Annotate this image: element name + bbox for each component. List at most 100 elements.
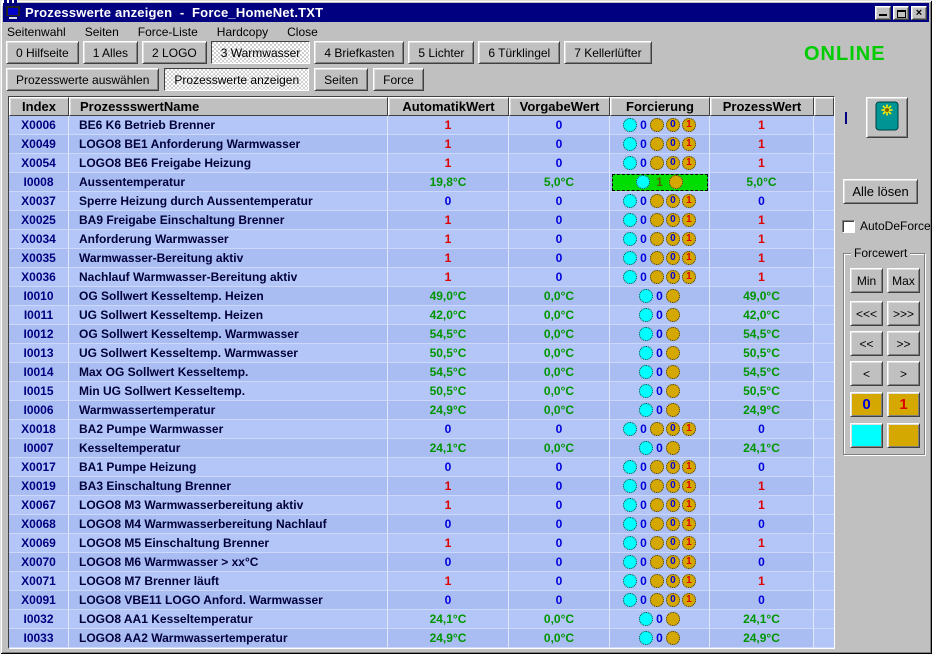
view-prozesswerte-anzeigen[interactable]: Prozesswerte anzeigen (164, 68, 310, 91)
force-release-icon[interactable] (623, 460, 638, 474)
force-hold-icon[interactable] (649, 251, 664, 265)
minimize-button[interactable] (875, 5, 891, 20)
force-release-icon[interactable] (636, 175, 651, 189)
table-row[interactable]: I0014 Max OG Sollwert Kesseltemp. 54,5°C 0,… (9, 363, 834, 382)
force-zero-icon[interactable]: 0 (665, 213, 680, 227)
force-hold-icon[interactable] (649, 422, 664, 436)
menu-item-close[interactable]: Close (287, 25, 318, 39)
force-release-icon[interactable] (623, 536, 638, 550)
table-row[interactable]: I0033 LOGO8 AA2 Warmwassertemperatur 24,9°… (9, 629, 834, 648)
forcewert-back-button[interactable]: < (850, 361, 883, 386)
force-zero-icon[interactable]: 0 (665, 156, 680, 170)
force-one-icon[interactable]: 1 (681, 517, 696, 531)
force-release-icon[interactable] (639, 384, 654, 398)
column-header-vorgabewert[interactable]: VorgabeWert (509, 97, 610, 116)
forcewert-fwdfwdfwd-button[interactable]: >>> (887, 301, 920, 326)
force-zero-icon[interactable]: 0 (665, 232, 680, 246)
force-hold-icon[interactable] (649, 213, 664, 227)
table-row[interactable]: X0034 Anforderung Warmwasser 1 0 0 0 1 1 (9, 230, 834, 249)
view-seiten[interactable]: Seiten (314, 68, 369, 91)
force-zero-icon[interactable]: 0 (665, 536, 680, 550)
force-one-icon[interactable]: 1 (681, 536, 696, 550)
table-row[interactable]: X0071 LOGO8 M7 Brenner läuft 1 0 0 0 1 1 (9, 572, 834, 591)
force-hold-icon[interactable] (665, 631, 680, 645)
table-row[interactable]: X0035 Warmwasser-Bereitung aktiv 1 0 0 0 1 1 (9, 249, 834, 268)
forcewert-fwd-button[interactable]: > (887, 361, 920, 386)
tab-7-kellerl-fter[interactable]: 7 Kellerlüfter (564, 41, 652, 64)
force-release-icon[interactable] (623, 156, 638, 170)
menu-item-seitenwahl[interactable]: Seitenwahl (7, 25, 66, 39)
force-hold-icon[interactable] (665, 612, 680, 626)
force-release-icon[interactable] (623, 137, 638, 151)
forced-indicator[interactable]: 1 (611, 173, 708, 191)
force-zero-icon[interactable]: 0 (665, 194, 680, 208)
force-one-button[interactable]: 1 (887, 392, 920, 417)
force-hold-icon[interactable] (649, 536, 664, 550)
force-hold-icon[interactable] (665, 365, 680, 379)
force-release-icon[interactable] (639, 289, 654, 303)
table-row[interactable]: X0019 BA3 Einschaltung Brenner 1 0 0 0 1 1 (9, 477, 834, 496)
force-hold-icon[interactable] (665, 308, 680, 322)
forcewert-backbackback-button[interactable]: <<< (850, 301, 883, 326)
forcewert-max-button[interactable]: Max (887, 268, 920, 293)
force-release-icon[interactable] (639, 631, 654, 645)
force-zero-icon[interactable]: 0 (665, 251, 680, 265)
force-one-icon[interactable]: 1 (681, 574, 696, 588)
force-release-icon[interactable] (623, 517, 638, 531)
force-hold-icon[interactable] (649, 517, 664, 531)
force-zero-icon[interactable]: 0 (665, 118, 680, 132)
force-zero-icon[interactable]: 0 (665, 574, 680, 588)
force-hold-icon[interactable] (649, 232, 664, 246)
force-one-icon[interactable]: 1 (681, 555, 696, 569)
table-row[interactable]: X0006 BE6 K6 Betrieb Brenner 1 0 0 0 1 1 (9, 116, 834, 135)
force-hold-icon[interactable] (665, 327, 680, 341)
force-hold-icon[interactable] (649, 498, 664, 512)
view-force[interactable]: Force (373, 68, 424, 91)
force-one-icon[interactable]: 1 (681, 232, 696, 246)
force-hold-icon[interactable] (649, 137, 664, 151)
force-release-icon[interactable] (639, 403, 654, 417)
force-one-icon[interactable]: 1 (681, 593, 696, 607)
autodeforce-checkbox[interactable] (842, 219, 855, 233)
force-release-icon[interactable] (639, 441, 654, 455)
table-row[interactable]: X0069 LOGO8 M5 Einschaltung Brenner 1 0 0 0 1 1 (9, 534, 834, 553)
force-zero-icon[interactable]: 0 (665, 460, 680, 474)
force-release-icon[interactable] (623, 422, 638, 436)
force-hold-icon[interactable] (649, 555, 664, 569)
force-release-icon[interactable] (623, 498, 638, 512)
force-zero-icon[interactable]: 0 (665, 593, 680, 607)
tab-6-t-rklingel[interactable]: 6 Türklingel (478, 41, 561, 64)
tab-5-lichter[interactable]: 5 Lichter (408, 41, 475, 64)
force-hold-icon[interactable] (665, 384, 680, 398)
table-row[interactable]: X0070 LOGO8 M6 Warmwasser > xx°C 0 0 0 0 1 0 (9, 553, 834, 572)
force-hold-icon[interactable] (649, 479, 664, 493)
force-one-icon[interactable]: 1 (681, 422, 696, 436)
force-one-icon[interactable]: 1 (681, 460, 696, 474)
force-hold-icon[interactable] (665, 403, 680, 417)
release-all-button[interactable]: Alle lösen (843, 179, 918, 204)
force-hold-icon[interactable] (668, 175, 683, 189)
force-zero-icon[interactable]: 0 (665, 422, 680, 436)
force-one-icon[interactable]: 1 (681, 479, 696, 493)
forcewert-fwdfwd-button[interactable]: >> (887, 331, 920, 356)
tab-4-briefkasten[interactable]: 4 Briefkasten (314, 41, 405, 64)
force-release-icon[interactable] (623, 194, 638, 208)
force-hold-icon[interactable] (649, 593, 664, 607)
force-one-icon[interactable]: 1 (681, 270, 696, 284)
table-row[interactable]: X0091 LOGO8 VBE11 LOGO Anford. Warmwasser… (9, 591, 834, 610)
force-hold-icon[interactable] (649, 270, 664, 284)
force-release-icon[interactable] (623, 118, 638, 132)
close-button[interactable]: × (911, 5, 927, 20)
force-release-icon[interactable] (623, 213, 638, 227)
column-header-prozesswert[interactable]: ProzessWert (710, 97, 814, 116)
table-row[interactable]: X0018 BA2 Pumpe Warmwasser 0 0 0 0 1 0 (9, 420, 834, 439)
force-release-icon[interactable] (623, 270, 638, 284)
table-row[interactable]: X0068 LOGO8 M4 Warmwasserbereitung Nachla… (9, 515, 834, 534)
force-hold-icon[interactable] (649, 118, 664, 132)
force-release-icon[interactable] (623, 574, 638, 588)
force-hold-icon[interactable] (649, 156, 664, 170)
force-release-icon[interactable] (623, 593, 638, 607)
column-header-prozessswertname[interactable]: ProzessswertName (69, 97, 388, 116)
force-one-icon[interactable]: 1 (681, 213, 696, 227)
force-release-icon[interactable] (639, 327, 654, 341)
